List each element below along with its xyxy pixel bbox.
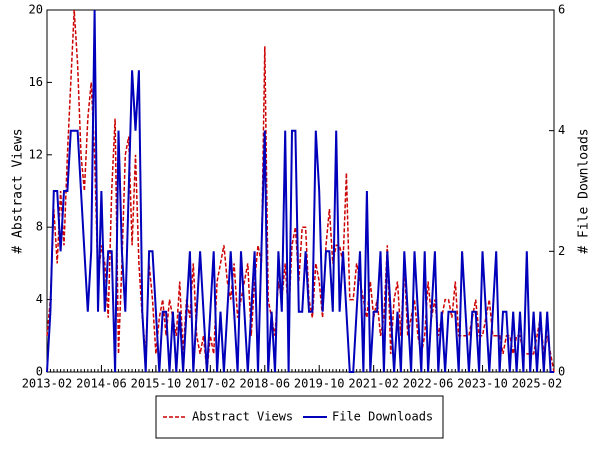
- x-tick-label: 2017-02: [185, 377, 236, 391]
- x-tick-label: 2019-10: [294, 377, 345, 391]
- plot-frame: [46, 9, 555, 373]
- y2-tick-label: 6: [558, 3, 565, 17]
- y-axis-label: # Abstract Views: [11, 128, 26, 253]
- x-tick-label: 2015-10: [131, 377, 182, 391]
- y-tick-label: 4: [36, 292, 43, 306]
- y2-tick-label: 2: [558, 244, 565, 258]
- series-line: [46, 9, 555, 373]
- x-tick-label: 2022-06: [403, 377, 454, 391]
- y2-tick-label: 4: [558, 123, 565, 137]
- series-line: [46, 9, 554, 373]
- x-tick-label: 2023-10: [457, 377, 508, 391]
- y2-axis-label: # File Downloads: [577, 128, 592, 253]
- x-tick-label: 2018-06: [239, 377, 290, 391]
- legend-box: [155, 395, 444, 439]
- y-tick-label: 16: [29, 75, 43, 89]
- y-tick-label: 8: [36, 220, 43, 234]
- x-tick-label: 2021-02: [348, 377, 399, 391]
- x-tick-label: 2014-06: [76, 377, 127, 391]
- y-tick-label: 20: [29, 3, 43, 17]
- y-tick-label: 0: [36, 365, 43, 379]
- x-tick-label: 2025-02: [512, 377, 563, 391]
- legend-label: File Downloads: [332, 410, 433, 424]
- legend-label: Abstract Views: [192, 410, 293, 424]
- x-tick-label: 2013-02: [22, 377, 73, 391]
- y2-tick-label: 0: [558, 365, 565, 379]
- y-tick-label: 12: [29, 147, 43, 161]
